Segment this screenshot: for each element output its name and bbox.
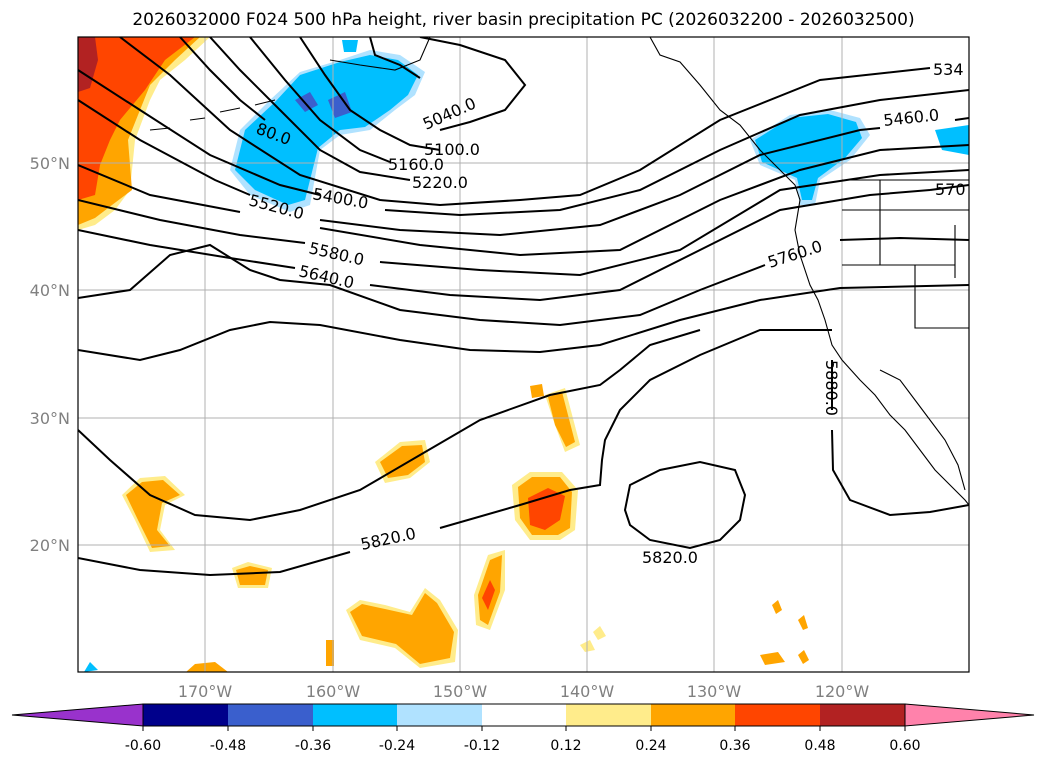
- contour-5520: [78, 144, 969, 257]
- colorbar-tick-label: 0.48: [804, 738, 835, 754]
- contour-5400: [78, 69, 969, 217]
- contour-5160: [249, 37, 391, 163]
- graticule: [78, 37, 969, 672]
- alaska-coast: [329, 37, 431, 71]
- lon-label: 170°W: [178, 682, 233, 701]
- map-frame: [77, 36, 970, 673]
- contour-5340: [119, 37, 931, 207]
- contour-5220: [209, 37, 411, 181]
- contour-5820-loop: [623, 460, 747, 550]
- precip-pos-blob-p: [798, 615, 808, 630]
- contour-5040: [419, 37, 527, 131]
- precip-pos-blob-g-strong: [482, 580, 495, 610]
- colorbar-tick-label: 0.12: [550, 738, 581, 754]
- colorbar-tick-label: -0.60: [125, 738, 161, 754]
- contour-label: 5880.0: [822, 360, 841, 416]
- height-contours: [78, 37, 969, 577]
- contour-label: 534: [933, 60, 964, 79]
- colorbar-segment: [566, 704, 651, 726]
- colorbar-tick-label: 0.24: [635, 738, 666, 754]
- precip-pos-nw-darker: [78, 37, 98, 92]
- lon-label: 140°W: [560, 682, 615, 701]
- contour-5820-north: [78, 284, 969, 362]
- lon-label: 150°W: [433, 682, 488, 701]
- lat-label: 40°N: [30, 281, 70, 300]
- precip-pos-blob-n: [772, 600, 782, 614]
- colorbar-extend-right: [904, 703, 1035, 727]
- precip-pos-blob-i: [326, 640, 334, 666]
- contour-5460: [78, 99, 969, 237]
- precip-pos-blob-j: [186, 662, 228, 672]
- colorbar-segment: [228, 704, 313, 726]
- latitude-labels: 50°N 40°N 30°N 20°N: [30, 154, 70, 555]
- longitude-labels: 170°W 160°W 150°W 140°W 130°W 120°W: [178, 682, 870, 701]
- precip-pos-blob-e-strong: [528, 488, 565, 530]
- contour-5640: [78, 189, 931, 302]
- colorbar-tick-label: -0.24: [379, 738, 415, 754]
- colorbar-segment: [313, 704, 397, 726]
- precip-neg-east-edge: [935, 125, 969, 155]
- contour-label: 5220.0: [412, 173, 468, 192]
- lon-label: 130°W: [687, 682, 742, 701]
- contour-5820-lower: [78, 329, 832, 577]
- lat-label: 20°N: [30, 536, 70, 555]
- colorbar-segment: [651, 704, 735, 726]
- precip-neg-aleutian-dark2: [328, 92, 352, 118]
- map-title: 2026032000 F024 500 hPa height, river ba…: [132, 10, 915, 30]
- precip-neg-sw-corner: [84, 662, 98, 672]
- contour-label: 5820.0: [642, 548, 698, 567]
- contour-5100: [299, 37, 441, 151]
- contour-label: 570: [935, 180, 966, 199]
- precip-pos-blob-a-mid: [126, 480, 180, 548]
- precip-neg-top-small: [342, 40, 358, 52]
- precip-pos-blob-c-mid: [548, 392, 575, 447]
- shaded-precip-fields: [78, 37, 969, 672]
- lon-label: 120°W: [815, 682, 870, 701]
- lat-label: 30°N: [30, 409, 70, 428]
- precip-pos-blob-h-mid: [350, 593, 454, 664]
- colorbar-segment: [397, 704, 482, 726]
- precip-pos-blob-b-mid: [380, 445, 425, 478]
- aleutian-islands: [149, 99, 276, 131]
- colorbar-extend-left: [11, 703, 144, 727]
- contour-5820-main: [78, 329, 701, 522]
- colorbar-ticks: [142, 726, 906, 731]
- colorbar-segment: [820, 704, 905, 726]
- contour-5700: [929, 184, 969, 191]
- colorbar-tick-label: -0.36: [295, 738, 331, 754]
- precip-pos-blob-d: [530, 384, 544, 398]
- contour-5880: [831, 360, 969, 517]
- colorbar-tick-label: -0.12: [464, 738, 500, 754]
- colorbar-tick-label: -0.48: [210, 738, 246, 754]
- contour-label: 5160.0: [388, 155, 444, 174]
- us-state-borders: [842, 179, 969, 329]
- lon-label: 160°W: [306, 682, 361, 701]
- colorbar-frame: [142, 703, 906, 727]
- precip-pos-blob-k: [760, 652, 785, 665]
- contour-5280: [179, 37, 266, 121]
- baja-california: [879, 369, 966, 491]
- precip-pos-blob-m: [593, 626, 606, 640]
- lat-label: 50°N: [30, 154, 70, 173]
- colorbar-segment: [735, 704, 820, 726]
- contour-4980: [369, 37, 421, 79]
- colorbar: -0.60 -0.48 -0.36 -0.24 -0.12 0.12 0.24 …: [11, 703, 1035, 754]
- precip-pos-nw-strong: [78, 37, 195, 200]
- precip-pos-blob-f-mid: [236, 566, 268, 585]
- contour-5580: [78, 169, 969, 277]
- precip-neg-aleutian-mid: [235, 55, 418, 205]
- colorbar-segment: [482, 704, 566, 726]
- colorbar-tick-label: 0.60: [889, 738, 920, 754]
- contour-label: 5100.0: [424, 140, 480, 159]
- colorbar-tick-label: 0.36: [719, 738, 750, 754]
- colorbar-segment: [143, 704, 228, 726]
- contour-5760: [78, 236, 969, 327]
- precip-pos-blob-o: [798, 650, 809, 664]
